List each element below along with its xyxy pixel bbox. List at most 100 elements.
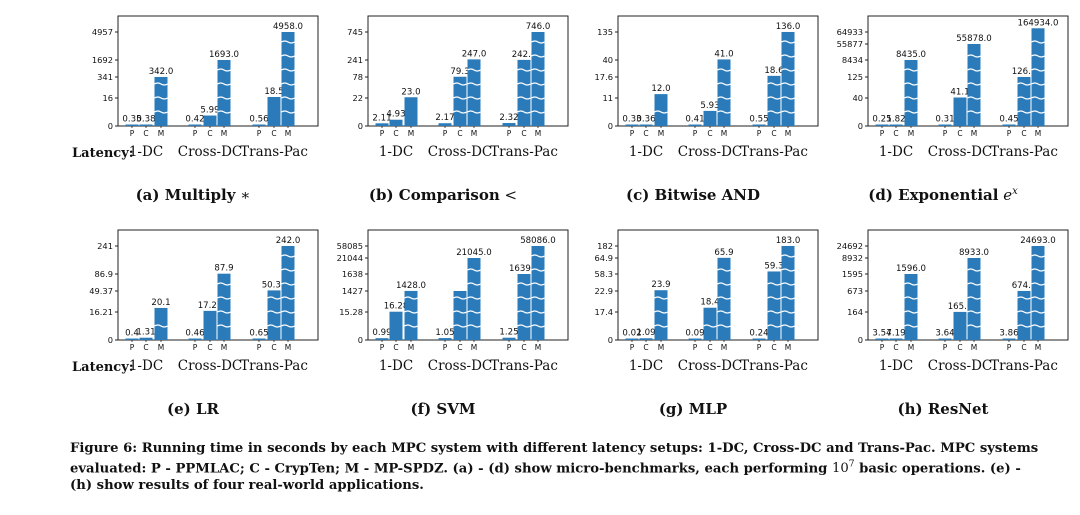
bar-cross-dc-p <box>438 338 452 340</box>
y-tick-label: 241 <box>347 55 363 65</box>
axis-break-mark <box>281 82 295 86</box>
axis-break-mark <box>904 68 918 72</box>
value-label: 5.93 <box>700 101 719 111</box>
group-label-1-dc: 1-DC <box>879 358 913 374</box>
value-label: 18.4 <box>700 298 719 308</box>
axis-break-mark <box>717 110 731 114</box>
axis-break-mark <box>531 82 545 86</box>
x-subcategory-label: P <box>443 129 448 138</box>
y-tick-label: 11 <box>602 93 613 103</box>
y-tick-label: 4957 <box>92 27 113 37</box>
x-subcategory-label: P <box>757 343 762 352</box>
group-label-trans-pac: Trans-Pac <box>490 358 558 374</box>
axis-break-mark <box>267 324 281 328</box>
axis-break-mark <box>281 310 295 314</box>
value-label: 7.19 <box>886 329 905 339</box>
value-label: 18.5 <box>264 87 283 97</box>
panel-e: 24186.949.3716.2100.4P1.31C20.1M1-DC0.46… <box>89 229 319 374</box>
value-label: 0.35 <box>122 115 141 125</box>
value-label: 0.42 <box>185 115 204 125</box>
x-subcategory-label: M <box>721 129 727 138</box>
value-label: 0.4 <box>125 329 139 339</box>
axis-break-mark <box>517 96 531 100</box>
axis-break-mark <box>217 324 231 328</box>
axis-break-mark <box>1017 296 1031 300</box>
value-label: 0.38 <box>136 115 155 125</box>
axis-break-mark <box>967 82 981 86</box>
group-label-cross-dc: Cross-DC <box>678 358 742 374</box>
axis-break-mark <box>531 310 545 314</box>
bar-trans-pac-p <box>752 124 766 126</box>
value-label: 3.64 <box>935 329 954 339</box>
value-label: 0.31 <box>935 115 954 125</box>
axis-break-mark <box>781 254 795 258</box>
axis-break-mark <box>1031 282 1045 286</box>
axis-break-mark <box>1031 96 1045 100</box>
axis-break-mark <box>467 310 481 314</box>
y-tick-label: 0 <box>358 335 363 345</box>
x-subcategory-label: M <box>471 343 477 352</box>
axis-break-mark <box>967 96 981 100</box>
value-label: 55878.0 <box>956 34 992 44</box>
value-label: 4958.0 <box>273 22 303 32</box>
y-tick-label: 135 <box>597 27 613 37</box>
axis-break-mark <box>531 40 545 44</box>
panel-title: (a) Multiply ∗ <box>135 186 251 204</box>
axis-break-mark <box>967 68 981 72</box>
value-label: 183.0 <box>776 236 801 246</box>
axis-break-mark <box>767 110 781 114</box>
axis-break-mark <box>1017 96 1031 100</box>
x-subcategory-label: C <box>643 343 648 352</box>
axis-break-mark <box>767 310 781 314</box>
bar-cross-dc-p <box>188 124 202 126</box>
value-label: 1428.0 <box>396 281 426 291</box>
axis-break-mark <box>717 296 731 300</box>
x-subcategory-label: M <box>658 343 664 352</box>
bar-1-dc-c <box>889 124 903 126</box>
axis-break-mark <box>1031 54 1045 58</box>
axis-break-mark <box>281 282 295 286</box>
x-subcategory-label: C <box>393 343 398 352</box>
axis-break-mark <box>967 282 981 286</box>
axis-break-mark <box>517 68 531 72</box>
axis-break-mark <box>531 96 545 100</box>
axis-break-mark <box>467 82 481 86</box>
axis-break-mark <box>717 282 731 286</box>
caption-tail: basic operations. (e) - (h) show results… <box>70 461 1021 494</box>
axis-break-mark <box>281 296 295 300</box>
value-label: 58086.0 <box>520 236 556 246</box>
value-label: 0.36 <box>636 115 655 125</box>
x-subcategory-label: P <box>130 129 135 138</box>
axis-break-mark <box>1031 268 1045 272</box>
value-label: 8435.0 <box>896 50 926 60</box>
y-tick-label: 0 <box>608 121 613 131</box>
x-subcategory-label: C <box>143 129 148 138</box>
axis-break-mark <box>531 254 545 258</box>
group-label-cross-dc: Cross-DC <box>428 358 492 374</box>
value-label: 247.0 <box>462 49 487 59</box>
bar-cross-dc-c <box>203 310 217 340</box>
value-label: 41.1 <box>950 88 969 98</box>
bar-1-dc-m <box>404 290 418 340</box>
y-tick-label: 49.37 <box>89 286 113 296</box>
value-label: 342.0 <box>149 67 174 77</box>
axis-break-mark <box>267 310 281 314</box>
value-label: 23.9 <box>651 280 670 290</box>
x-subcategory-label: M <box>1035 343 1041 352</box>
y-tick-label: 8932 <box>842 253 863 263</box>
bar-trans-pac-c <box>1017 76 1031 126</box>
axis-break-mark <box>531 296 545 300</box>
x-subcategory-label: M <box>785 129 791 138</box>
axis-break-mark <box>453 110 467 114</box>
x-subcategory-label: C <box>1021 343 1026 352</box>
axis-break-mark <box>281 96 295 100</box>
axis-break-mark <box>781 54 795 58</box>
value-label: 2.11 <box>372 113 391 123</box>
bar-cross-dc-m <box>967 257 981 340</box>
y-tick-label: 0 <box>858 335 863 345</box>
axis-break-mark <box>404 310 418 314</box>
bar-trans-pac-p <box>502 337 516 340</box>
x-subcategory-label: P <box>693 129 698 138</box>
axis-break-mark <box>281 54 295 58</box>
y-tick-label: 64.9 <box>595 253 613 263</box>
